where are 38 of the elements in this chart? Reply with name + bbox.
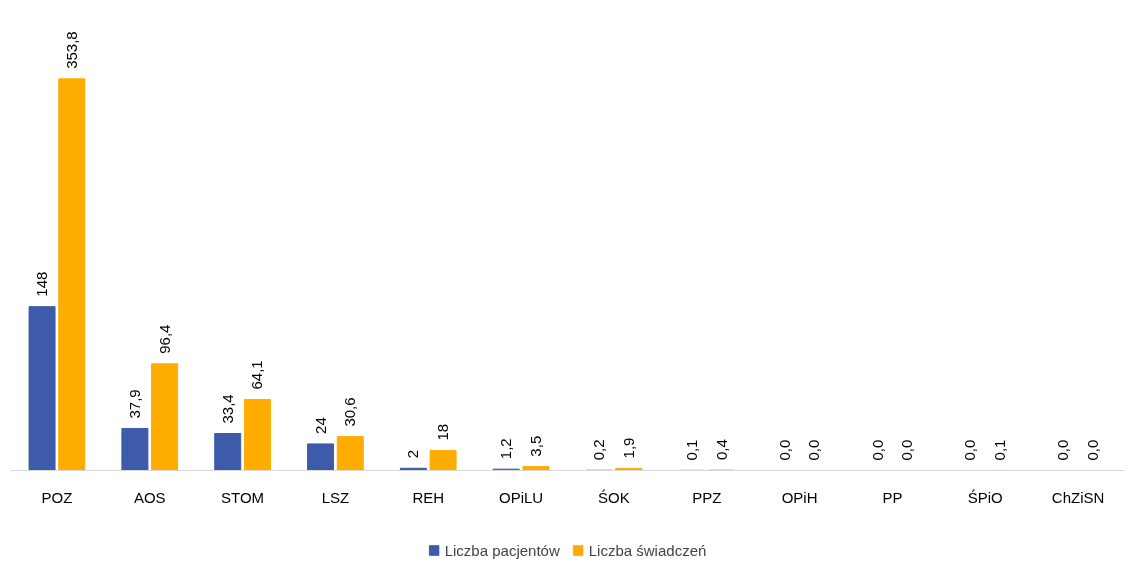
legend-label: Liczba pacjentów bbox=[444, 541, 560, 559]
data-label: 18 bbox=[434, 423, 452, 441]
x-tick-label: OPiLU bbox=[498, 488, 544, 506]
x-tick-label: ŚPiO bbox=[967, 488, 1003, 506]
data-label: 96,4 bbox=[155, 324, 173, 354]
x-tick-label: ŚOK bbox=[598, 488, 630, 506]
data-label: 24 bbox=[311, 417, 329, 434]
x-tick-label: STOM bbox=[221, 488, 265, 506]
x-tick-label: POZ bbox=[41, 488, 73, 506]
data-label: 0,0 bbox=[1083, 439, 1101, 461]
data-label: 2 bbox=[404, 449, 422, 459]
data-label: 0,0 bbox=[775, 439, 793, 461]
data-label: 37,9 bbox=[125, 389, 143, 419]
data-label: 1,2 bbox=[497, 438, 515, 460]
x-tick-label: PPZ bbox=[692, 488, 722, 506]
x-tick-label: PP bbox=[882, 488, 903, 506]
data-label: 353,8 bbox=[62, 31, 80, 69]
data-label: 0,4 bbox=[712, 439, 730, 461]
data-label: 3,5 bbox=[526, 435, 544, 457]
x-tick-label: LSZ bbox=[321, 488, 350, 506]
data-label: 0,0 bbox=[805, 439, 823, 461]
x-tick-label: ChZiSN bbox=[1051, 488, 1105, 506]
data-label: 0,2 bbox=[590, 439, 608, 461]
x-tick-label: OPiH bbox=[781, 488, 818, 506]
data-label: 64,1 bbox=[248, 360, 266, 390]
data-label: 148 bbox=[33, 271, 51, 297]
data-label: 0,1 bbox=[991, 439, 1009, 461]
data-label: 0,0 bbox=[961, 439, 979, 461]
legend-label: Liczba świadczeń bbox=[588, 541, 707, 559]
x-tick-label: AOS bbox=[133, 488, 166, 506]
data-label: 0,0 bbox=[868, 439, 886, 461]
data-label: 33,4 bbox=[218, 394, 236, 424]
x-tick-label: REH bbox=[412, 488, 445, 506]
data-label: 30,6 bbox=[341, 397, 359, 427]
data-label: 1,9 bbox=[619, 437, 637, 459]
data-label: 0,0 bbox=[898, 439, 916, 461]
data-label: 0,1 bbox=[682, 439, 700, 461]
data-label: 0,0 bbox=[1054, 439, 1072, 461]
